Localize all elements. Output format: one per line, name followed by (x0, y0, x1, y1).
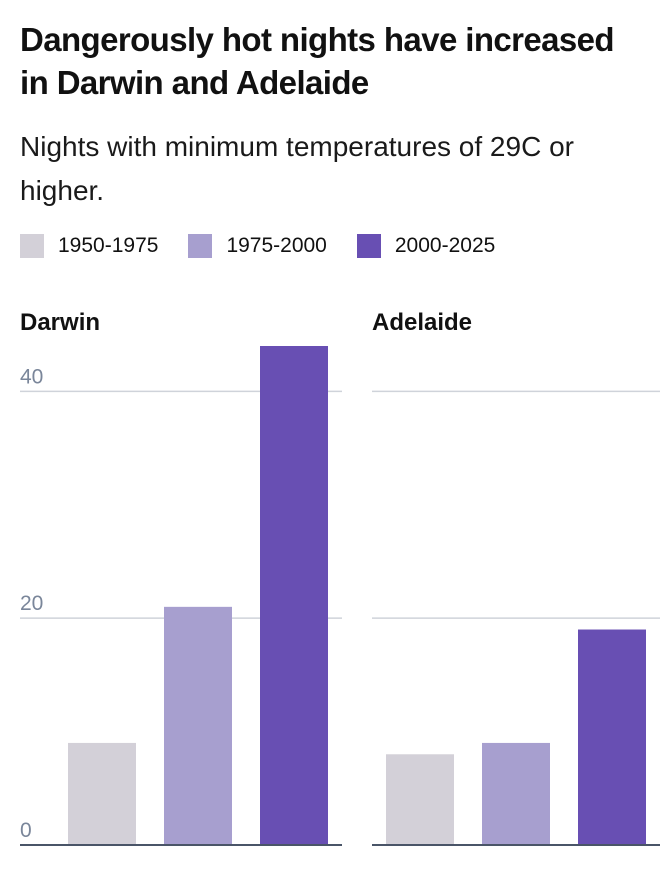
y-tick-label: 0 (20, 819, 32, 842)
chart-title: Dangerously hot nights have increased in… (20, 21, 615, 101)
panel-title: Darwin (20, 309, 100, 336)
chart-subtitle: Nights with minimum temperatures of 29C … (20, 131, 574, 206)
panel-title: Adelaide (372, 309, 472, 336)
bar (68, 742, 136, 845)
bar (164, 606, 232, 845)
y-tick-label: 40 (20, 365, 43, 388)
bar (260, 346, 328, 845)
legend: 1950-1975 1975-2000 2000-2025 (20, 234, 525, 258)
legend-label: 2000-2025 (394, 234, 496, 257)
legend-swatch (188, 234, 213, 258)
legend-item: 1950-1975 (20, 234, 158, 258)
legend-item: 2000-2025 (356, 234, 496, 258)
bar (386, 754, 454, 845)
bar (578, 629, 646, 845)
y-tick-label: 20 (20, 592, 43, 615)
legend-label: 1950-1975 (58, 234, 159, 257)
bar (482, 742, 550, 845)
legend-swatch (356, 234, 381, 258)
legend-item: 1975-2000 (188, 234, 327, 258)
legend-label: 1975-2000 (226, 234, 327, 257)
legend-swatch (20, 234, 44, 258)
